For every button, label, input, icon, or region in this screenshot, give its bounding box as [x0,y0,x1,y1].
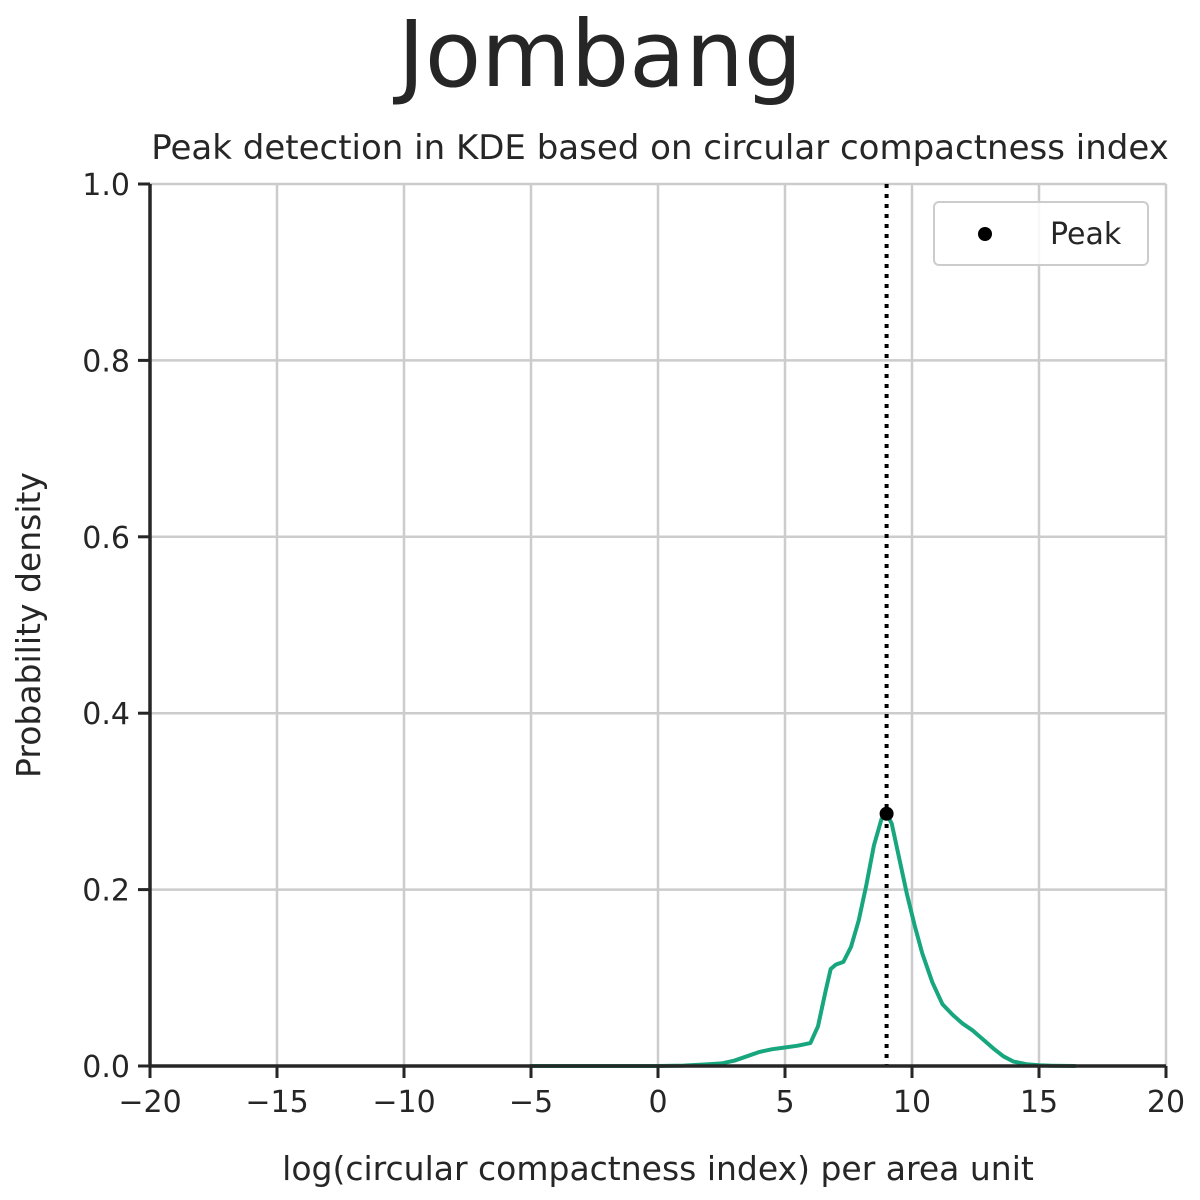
x-tick-label: 0 [648,1085,667,1120]
x-tick-label: 15 [1020,1085,1058,1120]
x-tick-label: 5 [775,1085,794,1120]
peak-point [879,806,894,821]
y-tick-label: 0.4 [82,697,130,732]
kde-series-line [529,811,1077,1068]
legend: Peak [933,201,1149,266]
y-tick-label: 1.0 [82,168,130,203]
plot-area [529,184,1077,1068]
x-tick-label: −20 [118,1085,181,1120]
y-tick-label: 0.2 [82,874,130,909]
legend-entry-peak: Peak [1050,217,1122,252]
x-axis-label: log(circular compactness index) per area… [282,1149,1034,1188]
y-tick-label: 0.0 [82,1050,130,1085]
axis-ticks: −20 −15 −10 −5 0 5 10 15 20 0.0 0.2 0.4 0.6 0.8 1.0 [82,168,1185,1120]
x-tick-label: −10 [372,1085,435,1120]
chart-title: Peak detection in KDE based on circular … [151,128,1169,168]
y-axis-label: Probability density [9,472,48,778]
y-tick-label: 0.6 [82,521,130,556]
x-tick-label: −5 [509,1085,553,1120]
legend-peak-marker [978,227,992,241]
x-tick-label: 10 [893,1085,931,1120]
y-tick-label: 0.8 [82,344,130,379]
x-tick-label: 20 [1147,1085,1185,1120]
figure-suptitle: Jombang [393,1,803,108]
grid-lines [148,182,1168,1068]
legend-frame [933,201,1149,266]
x-tick-label: −15 [245,1085,308,1120]
